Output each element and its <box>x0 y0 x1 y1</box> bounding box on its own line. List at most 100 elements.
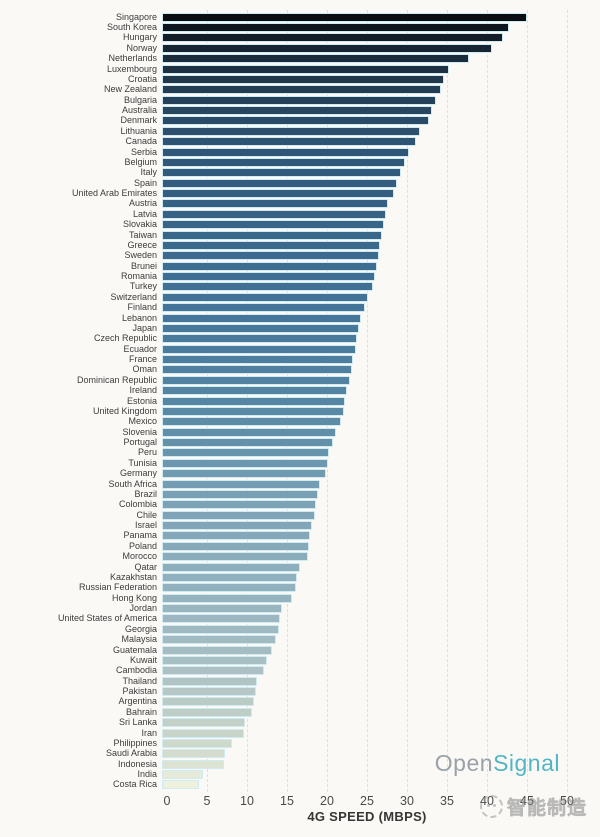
bar-row: Philippines <box>0 738 600 748</box>
country-label: Lithuania <box>120 125 157 136</box>
country-label: Australia <box>121 105 157 116</box>
bar-row: Ireland <box>0 386 600 396</box>
bar <box>162 614 281 624</box>
bar-row: Israel <box>0 520 600 531</box>
country-label: Brazil <box>134 488 157 499</box>
bar-row: Costa Rica <box>0 780 600 790</box>
bar <box>162 687 256 697</box>
bar <box>162 386 347 396</box>
bar <box>162 738 232 748</box>
gridline-40 <box>487 10 488 792</box>
bar-row: Canada <box>0 137 600 147</box>
bar-row: Ecuador <box>0 344 600 354</box>
bar-row: Kuwait <box>0 655 600 665</box>
country-label: Czech Republic <box>93 333 157 344</box>
bar-row: Saudi Arabia <box>0 749 600 759</box>
bar-row: New Zealand <box>0 85 600 95</box>
bar <box>162 645 272 655</box>
x-tick-label-0: 0 <box>163 794 171 808</box>
bar <box>162 635 277 645</box>
country-label: Pakistan <box>122 686 157 697</box>
country-label: Panama <box>123 530 157 541</box>
bar-row: Argentina <box>0 697 600 707</box>
bar-row: Greece <box>0 240 600 250</box>
country-label: Croatia <box>127 73 157 84</box>
country-label: Guatemala <box>112 644 157 655</box>
country-label: Oman <box>132 364 157 375</box>
x-tick-label-5: 5 <box>203 794 211 808</box>
country-label: Indonesia <box>117 758 157 769</box>
bar-row: Tunisia <box>0 458 600 468</box>
bar <box>162 230 382 240</box>
bar <box>162 209 386 219</box>
bar-row: Georgia <box>0 624 600 634</box>
bar <box>162 417 342 427</box>
bar <box>162 43 492 53</box>
bar <box>162 510 315 520</box>
bar <box>162 427 336 437</box>
bar <box>162 531 310 541</box>
bar-row: Indonesia <box>0 759 600 769</box>
x-tick-label-35: 35 <box>440 794 454 808</box>
country-label: Ecuador <box>123 343 157 354</box>
bar-row: France <box>0 354 600 365</box>
country-label: Philippines <box>113 737 157 748</box>
country-label: France <box>128 354 157 365</box>
country-label: Belgium <box>124 156 157 167</box>
country-label: Netherlands <box>108 53 157 64</box>
bar-row: Denmark <box>0 116 600 126</box>
opensignal-logo: OpenSignal <box>435 750 560 777</box>
bar-row: Bulgaria <box>0 95 600 105</box>
country-label: Tunisia <box>128 457 157 468</box>
bar-row: Malaysia <box>0 635 600 645</box>
gridline-45 <box>527 10 528 792</box>
bar <box>162 220 384 230</box>
country-label: Norway <box>126 42 157 53</box>
country-label: United States of America <box>57 613 157 624</box>
bar <box>162 64 450 74</box>
bar-row: Taiwan <box>0 230 600 240</box>
country-label: Thailand <box>122 675 157 686</box>
country-label: Sweden <box>124 250 157 261</box>
bar-rows: Singapore South Korea Hungary Norway Netherl… <box>0 12 600 790</box>
bar <box>162 292 368 302</box>
bar <box>162 126 420 136</box>
bar-row: Pakistan <box>0 686 600 697</box>
country-label: Germany <box>119 468 157 479</box>
bar <box>162 365 353 375</box>
watermark: 智能制造 <box>480 793 587 820</box>
bar <box>162 54 470 64</box>
bar <box>162 604 282 614</box>
country-label: Russian Federation <box>78 582 157 593</box>
bar-row: Jordan <box>0 603 600 614</box>
bar-row: South Africa <box>0 479 600 489</box>
bar-row: Brunei <box>0 261 600 271</box>
country-label: Luxembourg <box>106 63 157 74</box>
bar <box>162 375 350 385</box>
bar-row: Norway <box>0 43 600 53</box>
bar-row: Oman <box>0 365 600 375</box>
x-tick-label-50: 50 <box>560 794 574 808</box>
bar-row: Sweden <box>0 251 600 261</box>
gridline-50 <box>567 10 568 792</box>
country-label: Taiwan <box>128 229 157 240</box>
bar <box>162 178 398 188</box>
country-label: Italy <box>140 167 157 178</box>
bar <box>162 469 326 479</box>
bar <box>162 85 442 95</box>
bar <box>162 448 330 458</box>
bar-row: Australia <box>0 105 600 116</box>
country-label: Jordan <box>129 603 157 614</box>
bar <box>162 770 203 780</box>
country-label: Finland <box>127 302 157 313</box>
bar-row: Japan <box>0 323 600 333</box>
bar <box>162 655 267 665</box>
bar <box>162 251 379 261</box>
country-label: Greece <box>127 239 157 250</box>
country-label: Switzerland <box>110 291 157 302</box>
gridline-25 <box>367 10 368 792</box>
bar <box>162 334 358 344</box>
bar-row: Belgium <box>0 157 600 167</box>
country-label: Singapore <box>115 11 157 22</box>
